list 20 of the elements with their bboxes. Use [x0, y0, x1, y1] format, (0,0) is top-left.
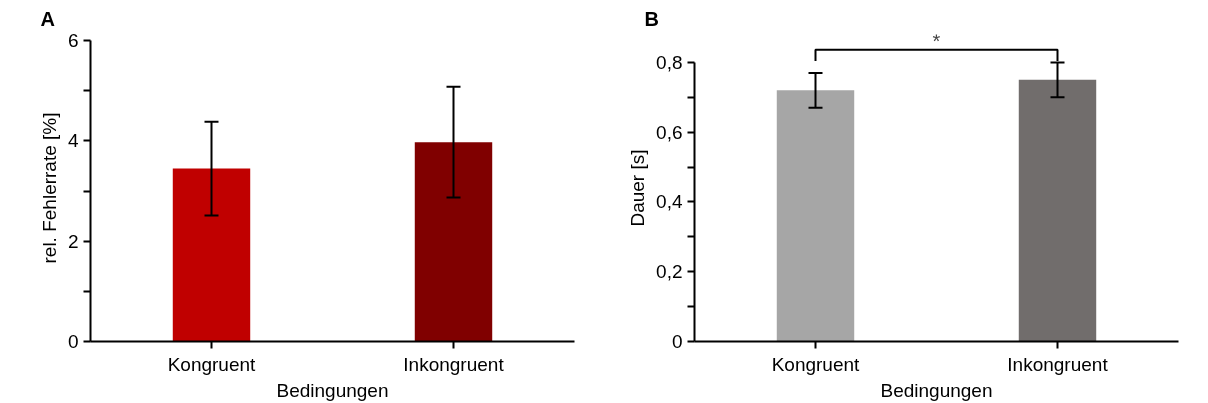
- y-tick-label: 0,8: [656, 51, 683, 73]
- y-tick-label: 4: [67, 130, 79, 152]
- x-tick-label: Inkongruent: [403, 353, 505, 375]
- x-tick-label: Inkongruent: [1007, 353, 1109, 375]
- y-tick-label: 2: [67, 230, 79, 252]
- y-tick-label: 0: [671, 331, 683, 352]
- y-tick-label: 0,6: [656, 121, 683, 143]
- x-axis-title: Bedingungen: [880, 379, 993, 401]
- x-axis-title: Bedingungen: [276, 379, 389, 401]
- chart-title: B: [644, 7, 659, 30]
- y-axis-title: rel. Fehlerrate [%]: [38, 112, 60, 264]
- y-tick-label: 0: [67, 331, 79, 352]
- y-axis-title: Dauer [s]: [627, 149, 649, 227]
- x-tick-label: Kongruent: [167, 353, 257, 375]
- y-tick-label: 0,4: [656, 191, 683, 213]
- y-tick-label: 0,2: [656, 261, 683, 283]
- chart-title: A: [40, 7, 55, 30]
- y-tick-label: 6: [67, 30, 79, 52]
- x-tick-label: Kongruent: [771, 353, 861, 375]
- text: *: [932, 29, 941, 52]
